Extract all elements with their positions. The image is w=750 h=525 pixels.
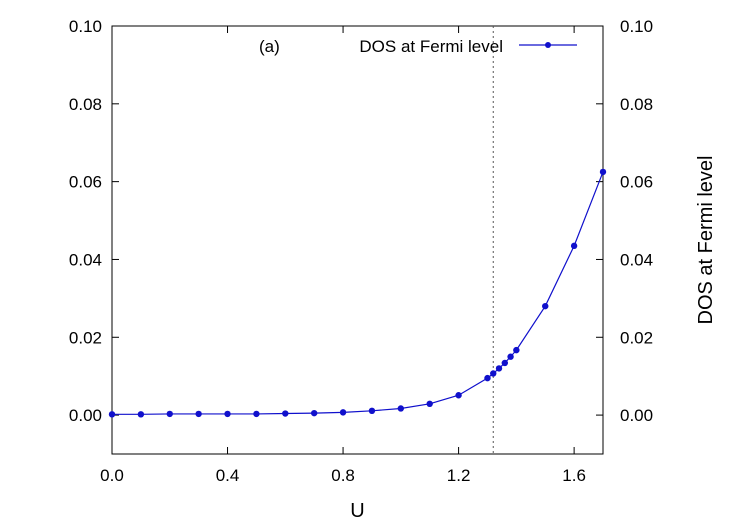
data-points [108,168,607,418]
x-axis-label: U [350,500,364,522]
data-point [542,302,549,310]
data-point [513,346,520,354]
x-tick-label: 0.8 [331,466,355,485]
data-point [484,374,491,382]
data-point [253,410,260,418]
panel-label: (a) [259,37,280,56]
data-point [495,365,503,372]
x-tick-label: 0.0 [100,466,124,485]
plot-frame [111,25,604,455]
y-tick-label-right: 0.08 [620,95,653,114]
x-tick-label: 1.2 [447,466,471,485]
data-point [490,370,497,377]
y-tick-label-left: 0.02 [69,328,102,347]
tick-labels: 0.0 0.4 0.8 1.2 1.6 0.00 0.00 0.02 0.02 0.04 0.04 0… [69,17,653,485]
y-tick-label-right: 0.04 [620,250,653,269]
data-point [570,242,578,250]
y-tick-label-left: 0.06 [69,173,102,192]
y-tick-label-left: 0.08 [69,95,102,114]
legend-label: DOS at Fermi level [359,37,503,56]
y-axis-label-right: DOS at Fermi level [695,156,717,325]
legend-marker [545,42,551,48]
data-point [282,410,289,417]
data-point [224,410,231,418]
y-tick-label-left: 0.10 [69,17,102,36]
data-point [137,411,145,418]
data-point [426,400,433,408]
y-tick-label-right: 0.10 [620,17,653,36]
data-point [195,410,202,418]
y-tick-label-left: 0.04 [69,250,102,269]
y-tick-label-left: 0.00 [69,406,102,425]
x-tick-label: 1.6 [562,466,586,485]
data-point [310,409,318,417]
axis-ticks [111,25,603,454]
legend: DOS at Fermi level [359,37,577,56]
y-tick-label-right: 0.02 [620,328,653,347]
x-tick-label: 0.4 [216,466,240,485]
data-point [339,409,347,416]
data-point [507,353,514,360]
data-point [397,405,405,412]
y-tick-label-right: 0.06 [620,173,653,192]
series-line [112,171,604,415]
data-point [166,410,173,418]
data-point [599,168,607,176]
y-tick-label-right: 0.00 [620,406,653,425]
data-point [455,392,462,399]
data-point [108,411,116,418]
data-point [501,359,508,367]
data-point [368,407,376,415]
